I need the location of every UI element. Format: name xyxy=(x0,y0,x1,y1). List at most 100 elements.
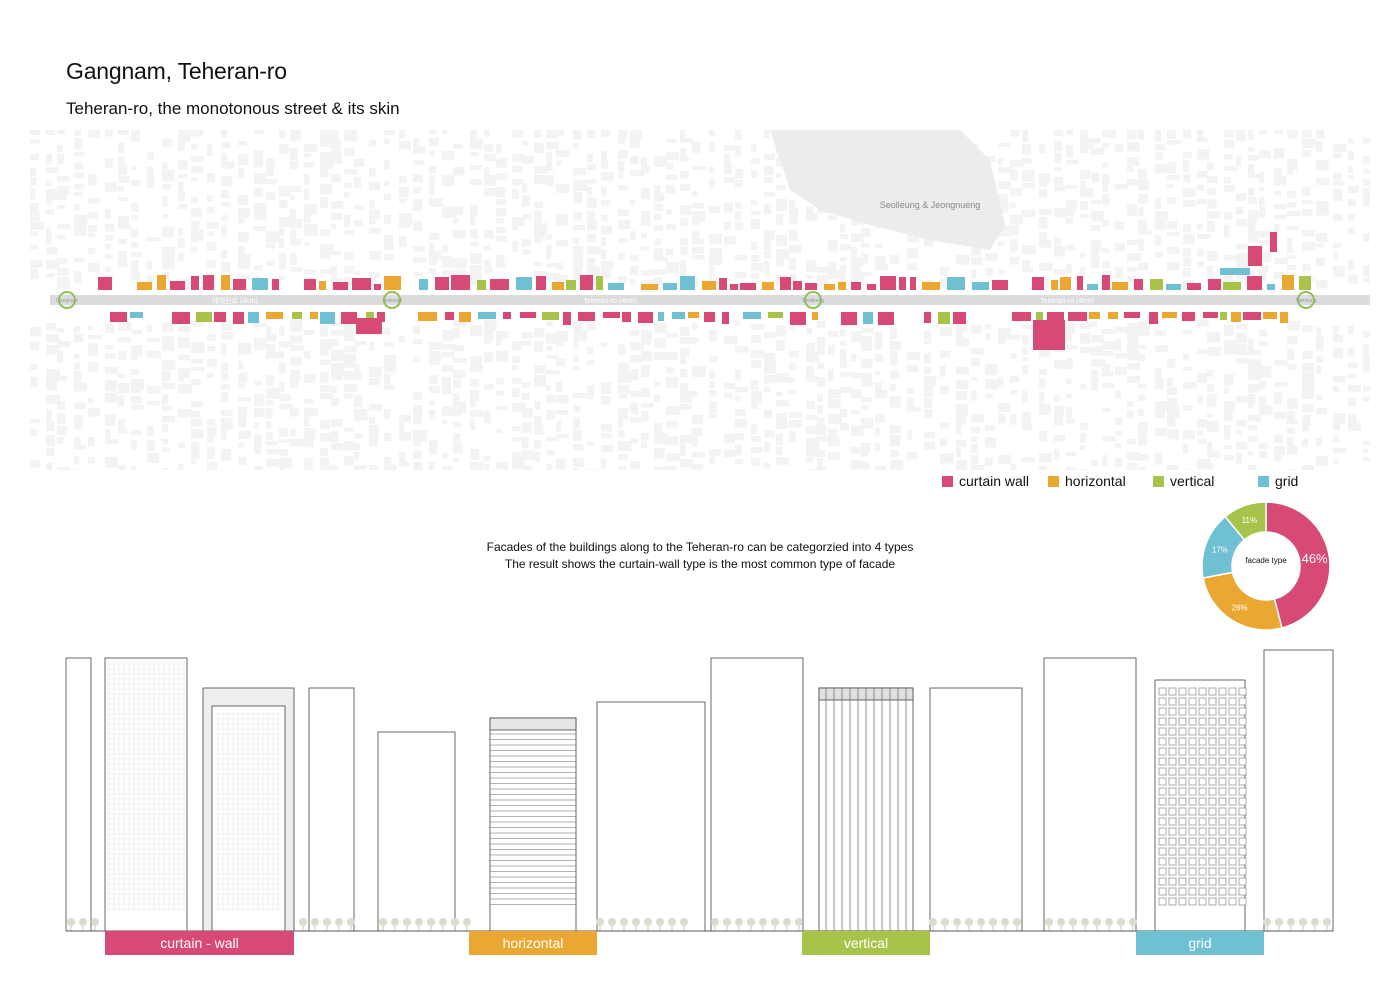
elevation-context xyxy=(65,649,1334,932)
road-label: Teheran-ro (4km) xyxy=(1040,298,1094,305)
map-building xyxy=(702,281,716,290)
legend-swatch xyxy=(942,475,953,487)
donut-slice-label: 17% xyxy=(1212,545,1228,554)
map-building xyxy=(459,312,471,322)
map-building xyxy=(953,312,966,324)
map-building xyxy=(867,284,876,290)
map-building xyxy=(1051,280,1058,290)
context-building xyxy=(1043,657,1137,932)
park-area xyxy=(770,130,1005,250)
station-seolleung: Seolleung xyxy=(802,291,824,309)
legend-item-grid: grid xyxy=(1258,473,1298,489)
facade-legend: curtain wall horizontal vertical grid xyxy=(942,473,1362,491)
type-label-curtain-wall: curtain - wall xyxy=(105,931,294,955)
street-trees xyxy=(67,918,1331,931)
map-building xyxy=(762,282,774,290)
map-building xyxy=(1187,283,1201,290)
map-building xyxy=(310,312,318,319)
elevation-buildings xyxy=(104,657,1247,932)
description-line: Facades of the buildings along to the Te… xyxy=(486,540,914,554)
context-building xyxy=(65,657,92,932)
map-building xyxy=(1267,284,1275,290)
map-building xyxy=(233,312,244,324)
map-building xyxy=(341,312,357,324)
legend-label: vertical xyxy=(1170,473,1215,489)
map-building xyxy=(863,312,873,324)
map-building xyxy=(1203,312,1218,318)
map-building xyxy=(851,282,861,290)
map-building xyxy=(680,276,695,290)
legend-swatch xyxy=(1048,475,1059,487)
page-title: Gangnam, Teheran-ro xyxy=(66,58,287,84)
map-building xyxy=(899,277,906,290)
map-building xyxy=(922,282,940,290)
station-gangnam: Gangnam xyxy=(56,291,78,309)
donut-slice-label: 46% xyxy=(1302,551,1328,566)
map-building xyxy=(972,282,989,290)
page-subtitle: Teheran-ro, the monotonous street & its … xyxy=(66,99,400,118)
map-building xyxy=(320,312,335,324)
map-building xyxy=(1033,320,1065,350)
map-building xyxy=(1231,312,1241,322)
road-label: Teheran-ro (4km) xyxy=(583,298,637,305)
map-building xyxy=(704,312,715,322)
map-building xyxy=(333,282,348,290)
context-building xyxy=(929,687,1023,932)
map-building xyxy=(1149,312,1158,324)
map-building xyxy=(356,318,382,334)
map-building xyxy=(418,312,437,321)
map-building xyxy=(1134,279,1143,290)
map-building xyxy=(1243,312,1261,320)
map-building xyxy=(1102,275,1110,290)
map-building xyxy=(740,283,756,290)
map-building xyxy=(552,282,564,290)
map-building xyxy=(304,279,316,290)
map-building xyxy=(1077,276,1083,290)
map-building xyxy=(374,284,381,290)
legend-swatch xyxy=(1153,475,1164,487)
donut-slice-label: 11% xyxy=(1242,516,1257,525)
legend-label: curtain wall xyxy=(959,473,1030,489)
map-building xyxy=(542,312,559,320)
map-building xyxy=(812,312,818,320)
map-building xyxy=(384,276,401,290)
map-building xyxy=(435,277,449,290)
map-building xyxy=(1124,312,1140,318)
map-building xyxy=(536,276,546,290)
legend-label: horizontal xyxy=(1065,473,1126,489)
map-building xyxy=(221,275,230,290)
map-building xyxy=(641,284,658,290)
map-building xyxy=(768,312,783,318)
map-building xyxy=(663,283,677,290)
map-building xyxy=(1248,246,1262,266)
map-building xyxy=(578,312,595,321)
facade-buildings xyxy=(98,232,1311,350)
station-label: Samsung xyxy=(1295,298,1316,304)
map-building xyxy=(1220,312,1227,320)
donut-slice xyxy=(1265,501,1331,629)
map-building xyxy=(248,312,259,323)
map-building xyxy=(377,312,385,322)
map-building xyxy=(233,279,246,290)
map-building xyxy=(793,281,802,290)
road-label: 테헤란로 (4km) xyxy=(212,296,258,305)
map-building xyxy=(566,280,576,290)
facade-type-donut-chart: 46% 26% 17% 11% facade type xyxy=(1201,501,1331,631)
description: Facades of the buildings along to the Te… xyxy=(400,539,1000,573)
map-building xyxy=(1012,312,1031,321)
map-building xyxy=(1162,312,1177,318)
station-label: Yeoksam xyxy=(382,298,402,304)
map-building xyxy=(1223,282,1241,290)
map-building xyxy=(1282,275,1294,290)
map-building xyxy=(1032,277,1044,290)
map-building xyxy=(252,278,268,290)
context-building xyxy=(1263,649,1334,932)
map-building xyxy=(743,312,761,319)
legend-item-vertical: vertical xyxy=(1153,473,1214,489)
map-building xyxy=(516,277,532,290)
map-building xyxy=(603,312,620,318)
map-building xyxy=(352,278,371,290)
donut-slice xyxy=(1224,501,1267,541)
legend-label: grid xyxy=(1275,473,1299,489)
map-building xyxy=(938,312,950,324)
